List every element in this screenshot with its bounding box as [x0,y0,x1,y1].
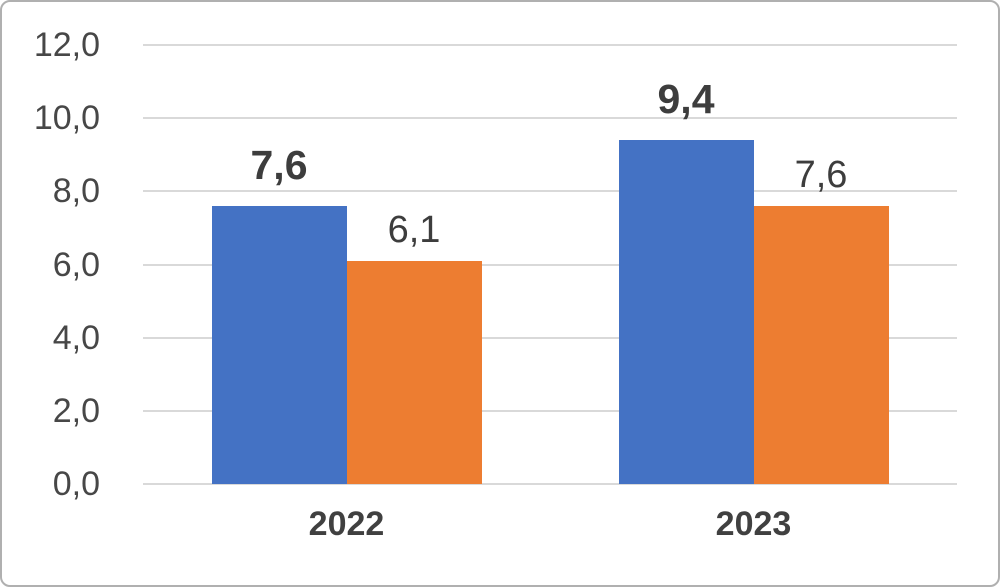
y-tick-label: 8,0 [52,172,100,211]
bar-series-1-2023 [618,140,754,484]
gridline [143,409,957,412]
bar-pair: 9,4 7,6 [618,45,889,484]
bar-value-label: 7,6 [794,153,848,196]
plot-area: 7,6 6,1 9,4 7,6 [143,44,957,485]
bar-value-label: 9,4 [657,76,715,123]
y-tick-label: 4,0 [52,318,100,357]
category-group-2023: 9,4 7,6 [550,45,957,484]
gridline [143,336,957,339]
x-axis: 2022 2023 [143,504,957,545]
bar-value-label: 7,6 [250,141,308,188]
y-tick-label: 10,0 [33,99,100,138]
y-tick-label: 2,0 [52,391,100,430]
bar-series-2-2022 [346,260,482,484]
gridline [143,190,957,193]
category-label-2022: 2022 [308,505,385,543]
category-label-2023: 2023 [715,505,792,543]
category-group-2022: 7,6 6,1 [143,45,550,484]
gridline [143,483,957,485]
bar-pair: 7,6 6,1 [211,45,482,484]
bar-value-label: 6,1 [387,208,441,251]
y-tick-label: 0,0 [52,465,100,503]
y-axis: 0,0 2,0 4,0 6,0 8,0 10,0 12,0 [2,28,120,501]
gridline [143,44,957,46]
bar-series-2-2023 [753,205,889,484]
gridline [143,117,957,120]
gridline [143,263,957,266]
y-tick-label: 12,0 [33,26,100,64]
bar-series-1-2022 [211,205,347,484]
y-tick-label: 6,0 [52,245,100,284]
